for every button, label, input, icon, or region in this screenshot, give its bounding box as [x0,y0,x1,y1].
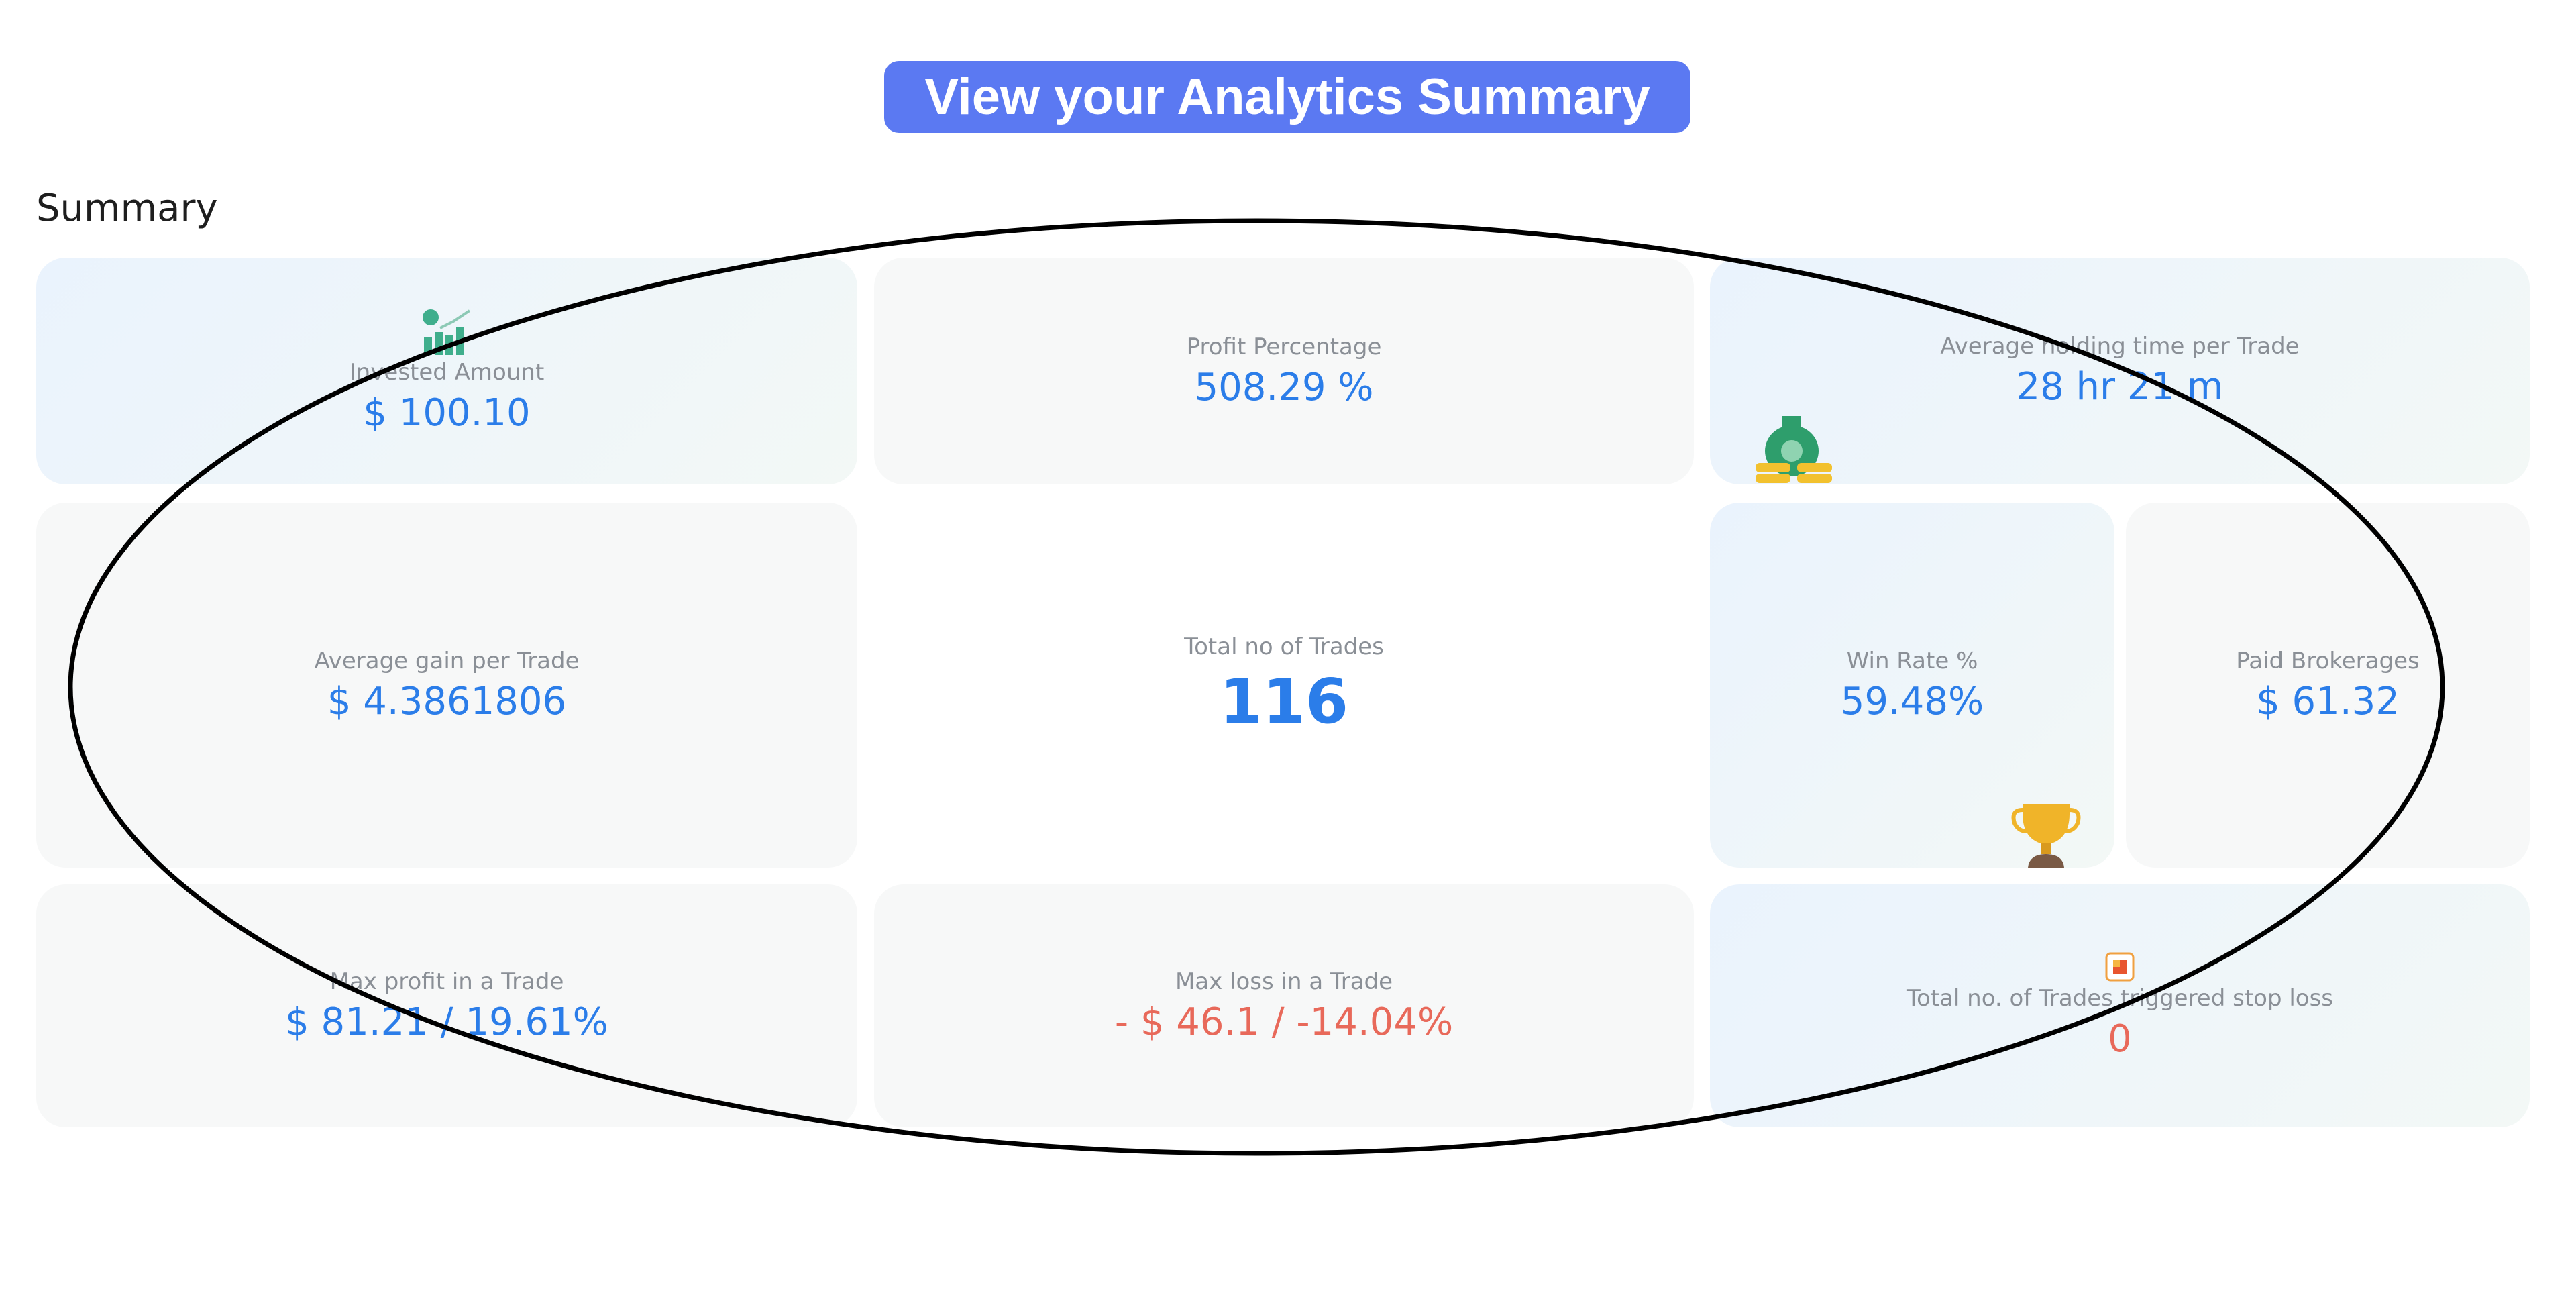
card: Paid Brokerages $ 61.32 [2126,503,2530,868]
card-value: $ 100.10 [363,391,531,435]
card-label: Win Rate % [1846,647,1978,674]
card: Average gain per Trade $ 4.3861806 [36,503,857,868]
card-label: Max loss in a Trade [1175,968,1393,995]
card-label: Paid Brokerages [2236,647,2420,674]
section-title: Summary [36,187,218,230]
card-value: 508.29 % [1194,365,1374,409]
card: Total no of Trades 116 [874,503,1694,868]
card: Win Rate % 59.48% [1710,503,2114,868]
card: Total no. of Trades triggered stop loss … [1710,884,2530,1127]
card-value: 116 [1219,665,1349,737]
chart-icon [423,309,471,355]
card-label: Average gain per Trade [314,647,580,674]
card-value: $ 81.21 / 19.61% [285,1000,608,1044]
card-value: 28 hr 21 m [2016,365,2224,409]
card-value: $ 4.3861806 [327,679,567,723]
card-value: - $ 46.1 / -14.04% [1114,1000,1454,1044]
card-value: 0 [2108,1017,2132,1061]
card-label: Invested Amount [349,358,545,386]
card-label: Profit Percentage [1186,333,1382,360]
card-label: Max profit in a Trade [329,968,564,995]
card: Profit Percentage 508.29 % [874,258,1694,484]
card-label: Total no. of Trades triggered stop loss [1906,984,2334,1012]
card: Max profit in a Trade $ 81.21 / 19.61% [36,884,857,1127]
stop-loss-icon [2105,952,2135,981]
card: Average holding time per Trade 28 hr 21 … [1710,258,2530,484]
card-value: 59.48% [1840,679,1984,723]
card: Max loss in a Trade - $ 46.1 / -14.04% [874,884,1694,1127]
card-label: Total no of Trades [1184,633,1384,660]
trophy-icon [2011,804,2081,868]
card-value: $ 61.32 [2256,679,2400,723]
card: Invested Amount $ 100.10 [36,258,857,484]
banner: View your Analytics Summary [884,61,1690,133]
card-label: Average holding time per Trade [1940,333,2300,360]
money-bag-icon [1756,416,1832,483]
